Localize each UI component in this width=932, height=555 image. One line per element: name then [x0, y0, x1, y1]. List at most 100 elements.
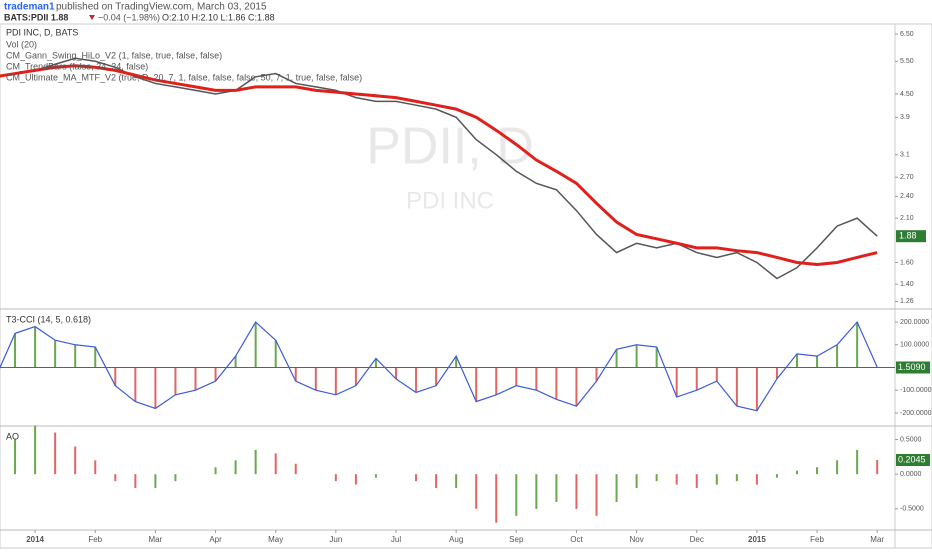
- histogram-bar: [495, 368, 497, 395]
- histogram-bar: [796, 354, 798, 368]
- y-tick-label: 2.10: [900, 215, 914, 222]
- last-value-label: 0.2045: [898, 454, 926, 464]
- x-tick-label: May: [268, 535, 283, 544]
- y-tick-label: 0.5000: [900, 436, 922, 443]
- x-tick-label: 2014: [26, 535, 44, 544]
- histogram-bar: [596, 474, 598, 516]
- histogram-bar: [575, 474, 577, 509]
- histogram-bar: [435, 474, 437, 488]
- y-tick-label: 3.9: [900, 114, 910, 121]
- histogram-bar: [435, 368, 437, 386]
- histogram-bar: [736, 474, 738, 481]
- histogram-bar: [54, 340, 56, 367]
- histogram-bar: [255, 322, 257, 367]
- watermark: PDII, D: [366, 118, 534, 176]
- histogram-bar: [716, 368, 718, 382]
- histogram-bar: [215, 467, 217, 474]
- y-tick-label: 1.26: [900, 298, 914, 305]
- histogram-bar: [656, 474, 658, 481]
- y-tick-label: 1.60: [900, 259, 914, 266]
- histogram-bar: [275, 453, 277, 474]
- histogram-bar: [535, 474, 537, 509]
- histogram-bar: [275, 340, 277, 367]
- histogram-bar: [736, 368, 738, 407]
- histogram-bar: [636, 345, 638, 368]
- histogram-bar: [114, 474, 116, 481]
- histogram-bar: [415, 368, 417, 393]
- histogram-bar: [154, 474, 156, 488]
- histogram-bar: [696, 368, 698, 391]
- histogram-bar: [616, 349, 618, 367]
- histogram-bar: [856, 322, 858, 367]
- histogram-bar: [14, 439, 16, 474]
- histogram-bar: [375, 474, 377, 477]
- watermark-name: PDI INC: [406, 187, 494, 214]
- y-tick-label: 0.0000: [900, 471, 922, 478]
- histogram-bar: [616, 474, 618, 502]
- histogram-bar: [355, 474, 357, 484]
- x-tick-label: 2015: [748, 535, 766, 544]
- x-tick-label: Nov: [629, 535, 643, 544]
- histogram-bar: [856, 450, 858, 474]
- histogram-bar: [134, 368, 136, 402]
- x-tick-label: Feb: [88, 535, 102, 544]
- legend-entry: CM_TrendBars (false, 34, 34, false): [6, 61, 148, 71]
- legend-entry: CM_Ultimate_MA_MTF_V2 (true, D, 20, 7, 1…: [6, 72, 362, 82]
- x-tick-label: Jun: [329, 535, 342, 544]
- histogram-bar: [195, 368, 197, 391]
- histogram-bar: [94, 460, 96, 474]
- histogram-bar: [34, 327, 36, 368]
- histogram-bar: [74, 345, 76, 368]
- histogram-bar: [235, 460, 237, 474]
- histogram-bar: [816, 356, 818, 367]
- histogram-bar: [174, 474, 176, 481]
- histogram-bar: [34, 426, 36, 475]
- last-value-label: 1.5090: [898, 362, 926, 372]
- y-tick-label: 1.40: [900, 281, 914, 288]
- y-tick-label: 200.0000: [900, 319, 929, 326]
- histogram-bar: [154, 368, 156, 409]
- histogram-bar: [555, 474, 557, 502]
- ohlc: O:2.10 H:2.10 L:1.86 C:1.88: [162, 12, 275, 22]
- symbol: BATS:PDII 1.88: [4, 12, 68, 22]
- y-tick-label: -0.5000: [900, 506, 924, 513]
- change: −0.04 (−1.98%): [98, 12, 160, 22]
- x-tick-label: Aug: [449, 535, 463, 544]
- histogram-bar: [876, 460, 878, 474]
- histogram-bar: [395, 368, 397, 379]
- histogram-bar: [475, 368, 477, 402]
- y-tick-label: 100.0000: [900, 342, 929, 349]
- histogram-bar: [696, 474, 698, 488]
- histogram-bar: [54, 433, 56, 475]
- histogram-bar: [14, 333, 16, 367]
- histogram-bar: [114, 368, 116, 386]
- last-price-label: 1.88: [899, 231, 917, 241]
- y-tick-label: 4.50: [900, 91, 914, 98]
- histogram-bar: [676, 368, 678, 398]
- x-tick-label: Mar: [149, 535, 163, 544]
- histogram-bar: [495, 474, 497, 523]
- x-tick-label: Sep: [509, 535, 524, 544]
- histogram-bar: [836, 345, 838, 368]
- histogram-bar: [816, 467, 818, 474]
- legend-entry: CM_Gann_Swing_HiLo_V2 (1, false, true, f…: [6, 50, 222, 60]
- histogram-bar: [295, 464, 297, 474]
- histogram-bar: [255, 450, 257, 474]
- x-tick-label: Oct: [570, 535, 583, 544]
- histogram-bar: [455, 474, 457, 488]
- user[interactable]: trademan1: [4, 2, 55, 13]
- y-tick-label: 3.1: [900, 152, 910, 159]
- histogram-bar: [94, 347, 96, 367]
- published: published on TradingView.com, March 03, …: [56, 2, 267, 13]
- histogram-bar: [636, 474, 638, 488]
- histogram-bar: [676, 474, 678, 484]
- y-tick-label: -200.0000: [900, 410, 932, 417]
- histogram-bar: [836, 460, 838, 474]
- y-tick-label: 5.50: [900, 58, 914, 65]
- x-tick-label: Mar: [870, 535, 884, 544]
- histogram-bar: [756, 368, 758, 411]
- y-tick-label: 2.70: [900, 174, 914, 181]
- histogram-bar: [215, 368, 217, 382]
- histogram-bar: [535, 368, 537, 391]
